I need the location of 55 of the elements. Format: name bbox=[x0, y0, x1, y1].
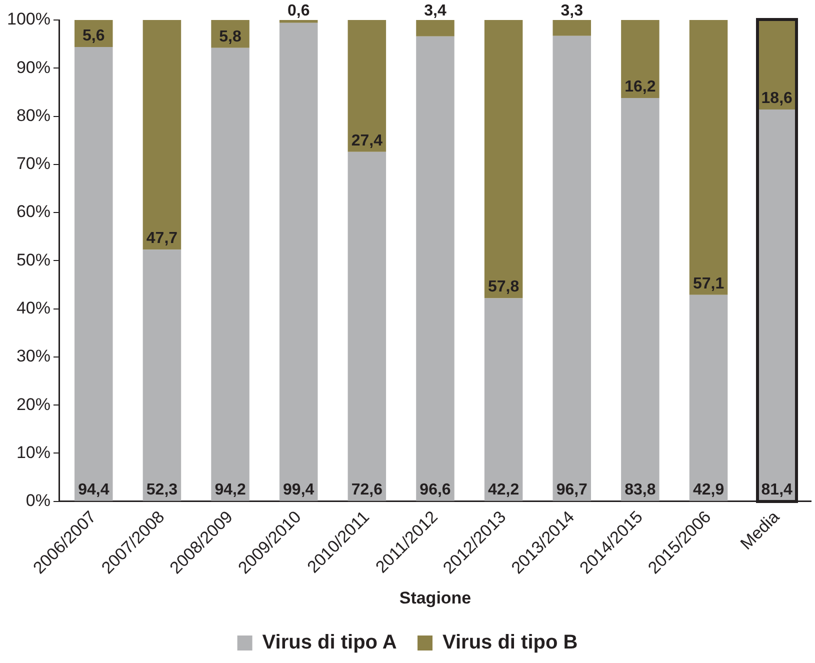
bar bbox=[416, 20, 454, 36]
y-tick-label: 60% bbox=[16, 202, 50, 222]
data-label: 52,3 bbox=[146, 481, 178, 498]
data-label: 3,4 bbox=[424, 2, 446, 20]
bar bbox=[279, 22, 318, 501]
bar bbox=[348, 20, 386, 152]
bar bbox=[758, 110, 796, 501]
bar bbox=[621, 20, 660, 98]
data-label: 42,9 bbox=[692, 481, 724, 498]
data-label: 83,8 bbox=[624, 481, 656, 498]
data-label: 5,8 bbox=[219, 28, 242, 46]
data-label: 96,6 bbox=[420, 481, 451, 498]
bar bbox=[279, 20, 318, 23]
bar bbox=[74, 46, 113, 501]
bar bbox=[416, 36, 454, 501]
y-tick-label: 50% bbox=[16, 250, 50, 270]
data-label: 94,4 bbox=[78, 481, 110, 498]
bar bbox=[552, 20, 592, 36]
data-label: 3,3 bbox=[560, 2, 584, 20]
y-tick-label: 10% bbox=[16, 442, 50, 462]
bar bbox=[211, 48, 250, 501]
y-tick-label: 40% bbox=[16, 298, 50, 318]
data-label: 81,4 bbox=[761, 481, 793, 498]
y-tick-label: 90% bbox=[16, 58, 50, 77]
y-tick-label: 0% bbox=[26, 491, 50, 510]
bar bbox=[484, 20, 523, 298]
data-label: 47,7 bbox=[146, 230, 178, 248]
data-label: 0,6 bbox=[287, 2, 310, 20]
y-tick-label: 20% bbox=[16, 394, 50, 414]
x-axis-title: Stagione bbox=[399, 588, 472, 608]
data-label: 57,8 bbox=[488, 278, 520, 296]
data-label: 96,7 bbox=[556, 481, 588, 498]
data-label: 18,6 bbox=[761, 90, 793, 107]
data-label: 94,2 bbox=[214, 481, 246, 498]
data-label: 5,6 bbox=[82, 27, 105, 44]
data-label: 72,6 bbox=[351, 481, 383, 498]
y-tick-label: 100% bbox=[6, 10, 50, 29]
bar bbox=[484, 298, 523, 501]
data-label: 57,1 bbox=[692, 275, 724, 292]
bar bbox=[689, 20, 728, 295]
y-tick-label: 70% bbox=[16, 154, 50, 174]
bar bbox=[621, 98, 660, 501]
bar bbox=[689, 294, 728, 501]
y-tick-label: 80% bbox=[16, 106, 50, 125]
legend-label: Virus di tipo B bbox=[442, 632, 578, 654]
bar bbox=[142, 20, 182, 250]
data-label: 99,4 bbox=[283, 481, 314, 498]
data-label: 16,2 bbox=[624, 78, 656, 96]
bar bbox=[142, 250, 182, 501]
data-label: 42,2 bbox=[488, 481, 520, 498]
legend-label: Virus di tipo A bbox=[262, 632, 397, 654]
y-tick-label: 30% bbox=[16, 346, 50, 366]
bar bbox=[552, 36, 592, 501]
bar bbox=[348, 152, 386, 501]
data-label: 27,4 bbox=[351, 132, 383, 150]
